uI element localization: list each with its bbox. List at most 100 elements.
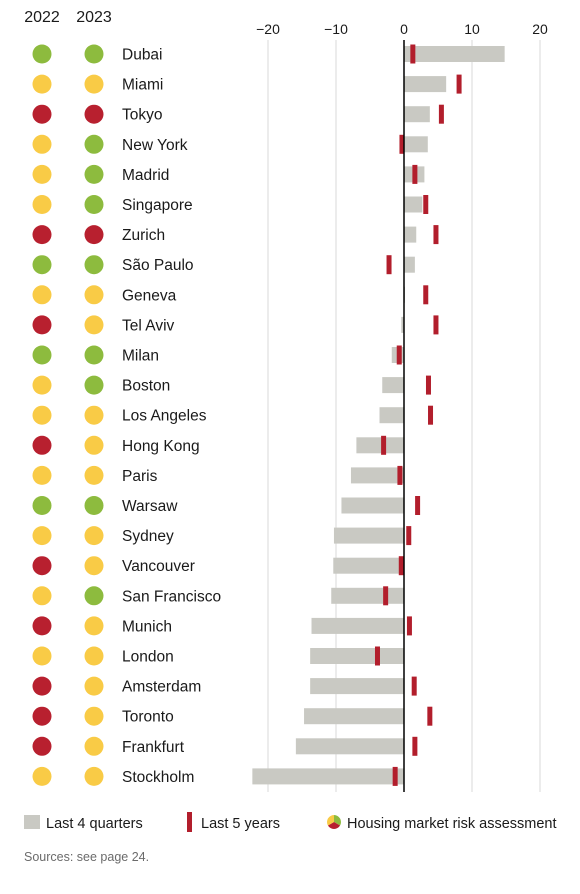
risk-dot-2023 — [84, 44, 104, 64]
risk-dot-2022 — [32, 255, 52, 275]
chart-row: Tel Aviv — [32, 315, 439, 335]
marker-last-5-years — [415, 496, 421, 515]
bar-last-4-quarters — [333, 527, 404, 544]
chart-row: Paris — [32, 465, 404, 485]
chart-row: Milan — [32, 345, 404, 365]
risk-dot-2022 — [32, 195, 52, 214]
marker-last-5-years — [411, 676, 417, 696]
risk-dot-2023 — [84, 134, 104, 154]
marker-last-5-years — [423, 195, 429, 214]
source-note: Sources: see page 24. — [24, 850, 149, 864]
risk-dot-2022 — [32, 44, 52, 64]
risk-dot-2023 — [84, 766, 104, 786]
marker-last-5-years — [428, 405, 434, 425]
city-label: Boston — [122, 378, 170, 395]
risk-dot-2022 — [32, 345, 52, 365]
x-axis-ticks: −20 −10 0 10 20 — [256, 21, 548, 37]
city-label: Stockholm — [122, 769, 194, 786]
bar-last-4-quarters — [356, 437, 404, 454]
chart-row: Hong Kong — [32, 435, 404, 455]
marker-last-5-years — [397, 465, 403, 485]
risk-dot-2023 — [84, 676, 104, 696]
risk-dot-2022 — [32, 134, 52, 154]
header-2023: 2023 — [76, 9, 112, 26]
chart-row: Frankfurt — [32, 736, 418, 756]
risk-dot-2022 — [32, 556, 52, 576]
marker-last-5-years — [398, 556, 404, 576]
risk-dot-2023 — [84, 345, 104, 365]
risk-pie-icon — [327, 815, 341, 829]
bar-last-4-quarters — [404, 196, 423, 213]
risk-dot-2022 — [32, 616, 52, 636]
chart-row: Vancouver — [32, 556, 404, 576]
city-label: Amsterdam — [122, 679, 201, 696]
city-label: São Paulo — [122, 257, 194, 274]
city-label: Hong Kong — [122, 438, 200, 455]
marker-last-5-years — [410, 44, 416, 64]
risk-dot-2023 — [84, 586, 104, 606]
marker-last-5-years — [412, 164, 418, 184]
risk-dot-2023 — [84, 104, 104, 124]
marker-last-5-years — [406, 526, 412, 546]
chart-row: Munich — [32, 616, 412, 636]
risk-dot-2023 — [84, 285, 104, 305]
marker-last-5-years — [392, 766, 398, 786]
chart-row: São Paulo — [32, 255, 415, 275]
bar-last-4-quarters — [382, 377, 404, 394]
header-2022: 2022 — [24, 9, 60, 26]
bar-last-4-quarters — [401, 316, 404, 333]
bar-last-4-quarters — [310, 678, 404, 695]
risk-dot-2022 — [32, 646, 52, 666]
bar-last-4-quarters — [404, 76, 447, 93]
city-label: Zurich — [122, 227, 165, 244]
bar-last-4-quarters — [295, 738, 404, 755]
chart-row: Toronto — [32, 706, 433, 726]
risk-dot-2022 — [32, 285, 52, 305]
bar-last-4-quarters — [331, 587, 404, 604]
risk-dot-2022 — [32, 526, 52, 546]
chart-row: Zurich — [32, 225, 439, 245]
x-tick-label: −20 — [256, 21, 280, 37]
chart-row: Madrid — [32, 164, 425, 184]
city-label: Tokyo — [122, 107, 163, 124]
marker-last-5-years — [456, 74, 462, 94]
city-label: London — [122, 649, 174, 666]
risk-dot-2023 — [84, 556, 104, 576]
city-label: Singapore — [122, 197, 193, 214]
city-label: Miami — [122, 77, 163, 94]
bar-last-4-quarters — [341, 497, 404, 514]
risk-dot-2023 — [84, 74, 104, 94]
marker-last-5-years — [399, 134, 405, 154]
legend-bar-swatch — [24, 815, 40, 829]
risk-dot-2023 — [84, 315, 104, 335]
risk-dot-2022 — [32, 496, 52, 515]
city-label: Dubai — [122, 47, 163, 64]
risk-dot-2023 — [84, 465, 104, 485]
chart-row: San Francisco — [32, 586, 404, 606]
risk-dot-2023 — [84, 195, 104, 214]
risk-dot-2023 — [84, 646, 104, 666]
risk-dot-2022 — [32, 74, 52, 94]
risk-dot-2023 — [84, 435, 104, 455]
city-label: Frankfurt — [122, 739, 185, 756]
risk-dot-2023 — [84, 255, 104, 275]
bar-last-4-quarters — [333, 557, 404, 574]
bar-last-4-quarters — [252, 768, 404, 785]
chart-row: Boston — [32, 375, 431, 395]
risk-dot-2023 — [84, 736, 104, 756]
city-label: Paris — [122, 468, 158, 485]
bar-last-4-quarters — [304, 708, 404, 725]
legend-risk-label: Housing market risk assessment — [347, 816, 557, 832]
city-label: New York — [122, 137, 188, 154]
chart-row: Singapore — [32, 195, 429, 214]
risk-dot-2023 — [84, 706, 104, 726]
x-tick-label: −10 — [324, 21, 348, 37]
chart-row: Tokyo — [32, 104, 444, 124]
city-label: Tel Aviv — [122, 317, 175, 334]
city-label: Madrid — [122, 167, 169, 184]
marker-last-5-years — [386, 255, 392, 275]
bar-last-4-quarters — [404, 136, 428, 153]
risk-dot-2023 — [84, 375, 104, 395]
city-label: Warsaw — [122, 498, 178, 515]
